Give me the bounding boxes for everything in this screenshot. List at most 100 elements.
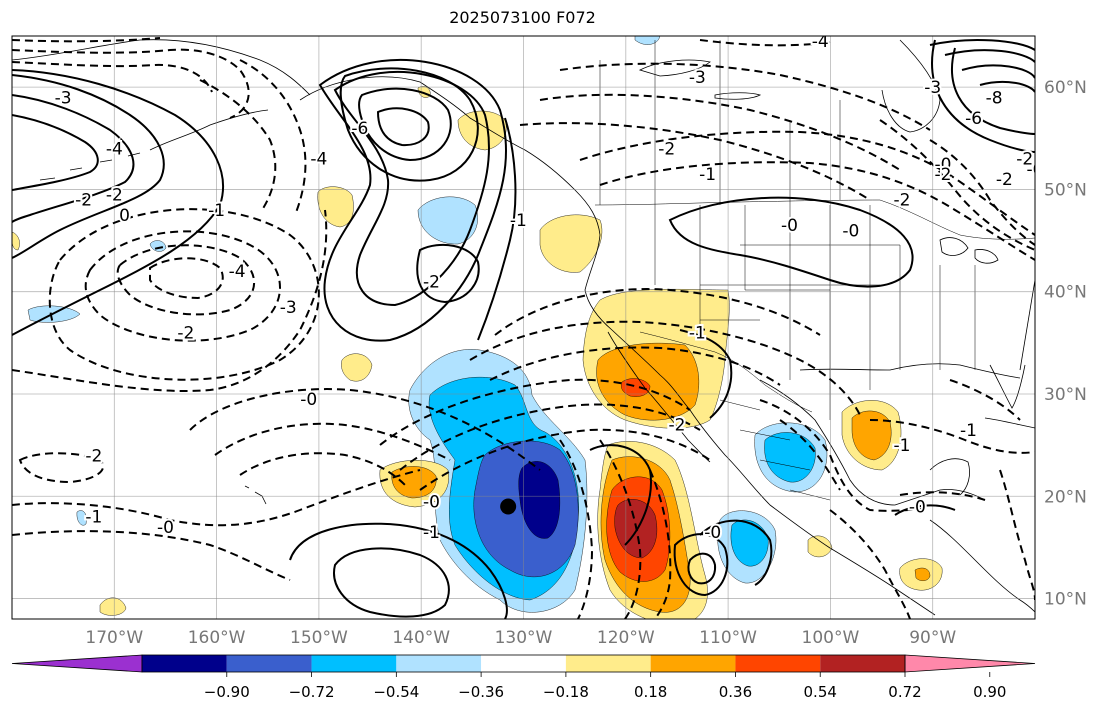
east-coast	[1019, 279, 1035, 371]
shaded-positive-medium	[914, 567, 931, 581]
contour-negative	[469, 320, 861, 416]
colorbar-tick-labels: −0.90 −0.72 −0.54 −0.36 −0.18 0.18 0.36 0.54 0.7…	[204, 672, 1006, 701]
gridlines	[12, 36, 1035, 619]
coastlines	[12, 39, 1035, 616]
colorbar-tick-label: 0.72	[888, 683, 921, 701]
longitude-tick-label: 140°W	[392, 628, 450, 648]
contour-negative	[519, 122, 871, 201]
map-layer: -3-4-2 -20 -1-4-3-2-0-2-1-0-6-4-2-1-3-2-1-…	[12, 32, 1044, 619]
colorbar-segment	[396, 655, 482, 672]
mexico-state-lines	[719, 399, 831, 501]
central-america	[929, 519, 1035, 613]
colorbar-segment	[735, 655, 821, 672]
contour-negative	[899, 491, 986, 501]
contours	[12, 37, 1035, 619]
latitude-tick-label: 50°N	[1044, 180, 1087, 200]
contour-negative	[399, 403, 701, 471]
contour-negative	[929, 139, 1035, 246]
contour-label: -2	[85, 446, 102, 466]
contour-positive	[339, 67, 479, 182]
colorbar-segment	[142, 655, 227, 672]
contour-label: -0	[423, 492, 440, 512]
contour-label: -4	[106, 140, 123, 160]
colorbar-segment	[820, 655, 905, 672]
shaded-negative-light	[417, 196, 478, 245]
arctic-islands	[638, 59, 762, 100]
shaded-negative-max	[518, 461, 561, 539]
contour-negative	[829, 509, 911, 619]
contour-label: -4	[812, 32, 829, 52]
colorbar-segment	[650, 655, 736, 672]
contour-negative	[189, 388, 541, 471]
contour-negative	[949, 379, 1021, 421]
contour-negative	[239, 452, 406, 486]
latitude-tick-label: 10°N	[1044, 590, 1087, 610]
contour-label: -1	[208, 201, 225, 221]
contour-positive	[979, 81, 1035, 93]
contour-negative	[12, 469, 421, 527]
shaded-positive-medium	[391, 466, 437, 499]
north-america-west-coast	[299, 76, 936, 616]
contour-negative	[379, 378, 691, 446]
contour-positive	[687, 552, 717, 585]
contour-negative	[999, 469, 1035, 601]
colorbar-over-arrow	[904, 654, 1036, 673]
contour-label: -0	[842, 221, 859, 241]
contour-positive	[668, 196, 914, 288]
contour-negative	[759, 399, 931, 512]
contour-negative	[559, 439, 594, 619]
contour-positive	[931, 39, 1035, 153]
colorbar-segment	[226, 655, 312, 672]
shaded-positive-light	[539, 214, 603, 273]
shaded-positive-strong	[621, 378, 651, 397]
florida	[989, 364, 1026, 409]
colorbar-tick-label: 0.54	[804, 683, 837, 701]
contour-negative	[18, 452, 105, 484]
contour-label: -1	[510, 211, 527, 231]
contour-negative	[879, 119, 1035, 251]
contour-negative	[12, 209, 328, 392]
location-marker	[500, 498, 517, 515]
longitude-tick-label: 110°W	[699, 628, 757, 648]
contour-label: -8	[986, 88, 1003, 108]
contour-label: -0	[1027, 160, 1044, 180]
shaded-negative-medium	[730, 519, 769, 567]
contour-positive	[12, 114, 99, 191]
contour-label: -2	[934, 165, 951, 185]
contour-positive	[961, 64, 1035, 79]
shaded-positive-light	[341, 353, 373, 382]
contour-negative	[214, 422, 451, 461]
contour-label: -1	[689, 324, 706, 344]
great-lakes	[939, 237, 999, 264]
contour-negative	[12, 530, 291, 581]
hudson-bay	[881, 39, 941, 133]
dashed-contours	[12, 37, 1035, 619]
contour-negative	[779, 419, 841, 491]
colorbar-segment	[481, 655, 566, 672]
colorbar-tick-label: −0.72	[289, 683, 335, 701]
contour-positive	[12, 94, 135, 223]
contour-label: -6	[965, 109, 982, 129]
colorbar-tick-label: −0.36	[458, 683, 504, 701]
contour-negative	[579, 130, 1035, 236]
aleutian-islands	[39, 152, 141, 181]
contour-negative	[48, 208, 320, 381]
contour-positive	[358, 87, 452, 162]
longitude-tick-label: 90°W	[909, 628, 956, 648]
contour-negative	[699, 39, 831, 47]
contour-negative	[599, 161, 1035, 261]
yucatan	[929, 458, 970, 496]
contour-label: -2	[668, 416, 685, 436]
contour-label: -1	[423, 523, 440, 543]
contour-positive	[477, 117, 517, 341]
contour-label: -3	[55, 88, 72, 108]
contour-label: -0	[704, 523, 721, 543]
contour-label: -0	[909, 497, 926, 517]
contour-positive	[376, 107, 430, 147]
contour-positive	[333, 547, 450, 618]
contour-positive	[951, 47, 1035, 135]
colorbar	[11, 654, 1036, 673]
canada-us-border	[594, 199, 1035, 240]
contour-positive	[416, 243, 480, 304]
